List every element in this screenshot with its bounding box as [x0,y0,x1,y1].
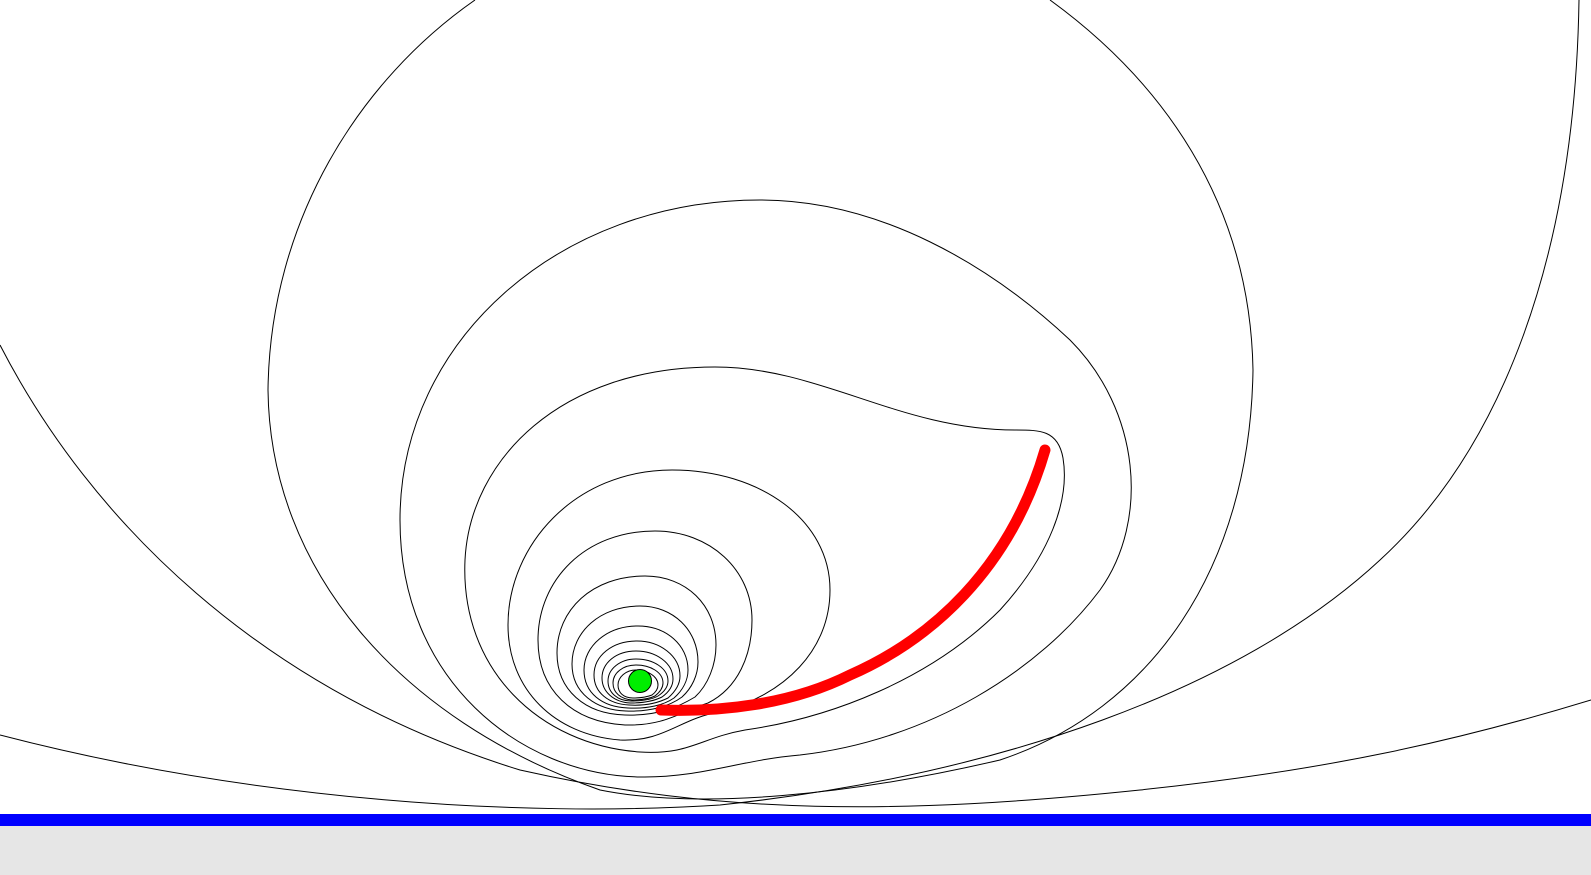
contour-line [607,658,669,702]
contour-line [399,199,1132,778]
contour-line [556,575,717,716]
contour-line [267,0,1254,800]
charged-arc [655,444,1051,716]
contour-line [571,605,699,712]
contour-line [507,469,831,741]
bottom-panel [0,826,1591,875]
canvas-background [0,0,1591,826]
contour-line [612,664,664,701]
boundary-line [0,814,1591,826]
point-source-marker [628,669,652,693]
contour-line [537,530,753,726]
contour-line [601,650,674,704]
equipotential-contours [0,0,1591,810]
contour-line [0,0,1580,810]
contour-line [464,366,1065,753]
contour-line [583,625,689,709]
contour-line [0,344,1591,808]
contour-line [617,669,659,699]
contour-line [593,640,681,706]
